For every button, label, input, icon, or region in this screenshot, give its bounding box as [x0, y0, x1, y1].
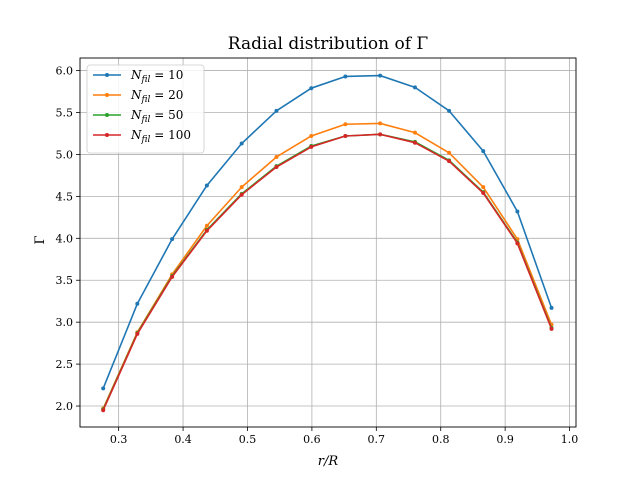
data-point	[412, 85, 417, 90]
data-point	[378, 73, 383, 78]
x-tick-label: 0.7	[368, 433, 386, 446]
data-point	[481, 149, 486, 154]
series-layer	[101, 73, 554, 413]
x-axis-label: r/R	[318, 454, 339, 469]
data-point	[239, 192, 244, 197]
legend-item: Nfil = 20	[93, 88, 183, 105]
data-point	[549, 326, 554, 331]
data-point	[481, 191, 486, 196]
legend-item: Nfil = 100	[93, 128, 191, 145]
data-point	[549, 305, 554, 310]
legend-label-sub: fil	[141, 115, 151, 125]
data-point	[274, 108, 279, 113]
data-point	[170, 274, 175, 279]
data-point	[274, 165, 279, 170]
data-point	[343, 133, 348, 138]
data-point	[309, 144, 314, 149]
data-point	[378, 121, 383, 126]
x-tick-label: 0.6	[303, 433, 321, 446]
series-4	[101, 132, 554, 413]
y-tick-label: 2.0	[56, 400, 74, 413]
chart-title: Radial distribution of Γ	[228, 34, 429, 54]
y-tick-label: 5.5	[56, 107, 74, 120]
legend-label-value: = 50	[150, 108, 183, 122]
legend-marker	[105, 93, 109, 97]
legend-label-main: N	[130, 88, 142, 102]
data-point	[481, 185, 486, 190]
y-tick-label: 4.0	[56, 232, 74, 245]
data-point	[447, 159, 452, 164]
data-point	[101, 386, 106, 391]
series-1	[101, 73, 554, 391]
series-line	[102, 122, 553, 409]
data-point	[378, 132, 383, 137]
plot-frame	[79, 57, 577, 428]
y-tick-label: 6.0	[56, 65, 74, 78]
legend-box	[86, 64, 205, 154]
grid	[80, 58, 576, 427]
legend-label-main: N	[130, 128, 142, 142]
legend-marker	[105, 113, 109, 117]
data-point	[309, 86, 314, 91]
legend-marker	[105, 73, 109, 77]
legend-label-value: = 10	[150, 68, 183, 82]
y-axis: 2.0 2.5 3.0 3.5 4.0 4.5 5.0 5.5 6.0	[56, 65, 80, 413]
legend-label: Nfil = 10	[130, 68, 183, 85]
data-point	[239, 141, 244, 146]
legend-label: Nfil = 20	[130, 88, 183, 105]
data-point	[170, 237, 175, 242]
data-point	[343, 122, 348, 127]
data-point	[274, 154, 279, 159]
legend-label-sub: fil	[141, 95, 151, 105]
legend-label-sub: fil	[141, 75, 151, 85]
data-point	[239, 185, 244, 190]
y-tick-label: 4.5	[56, 190, 74, 203]
series-line	[102, 133, 553, 411]
x-tick-label: 0.8	[432, 433, 450, 446]
legend-marker	[105, 133, 109, 137]
legend-label-main: N	[130, 108, 142, 122]
legend-label-value: = 20	[150, 88, 183, 102]
legend-label-main: N	[130, 68, 142, 82]
legend-item: Nfil = 50	[93, 108, 183, 125]
data-point	[101, 408, 106, 413]
data-point	[135, 331, 140, 336]
legend-label: Nfil = 50	[130, 108, 183, 125]
data-point	[515, 209, 520, 214]
data-point	[135, 301, 140, 306]
legend-label-sub: fil	[141, 135, 151, 145]
data-point	[412, 140, 417, 145]
data-point	[515, 241, 520, 246]
data-point	[204, 228, 209, 233]
data-point	[447, 108, 452, 113]
y-tick-label: 3.0	[56, 316, 74, 329]
data-point	[343, 74, 348, 79]
data-point	[447, 150, 452, 155]
legend-item: Nfil = 10	[93, 68, 183, 85]
series-line	[102, 74, 553, 389]
x-tick-label: 1.0	[561, 433, 579, 446]
y-tick-label: 5.0	[56, 148, 74, 161]
y-axis-label: Γ	[33, 235, 48, 244]
y-tick-label: 2.5	[56, 358, 74, 371]
data-point	[204, 183, 209, 188]
data-point	[204, 223, 209, 228]
legend-label: Nfil = 100	[130, 128, 191, 145]
data-point	[309, 133, 314, 138]
x-axis: 0.3 0.4 0.5 0.6 0.7 0.8 0.9 1.0	[110, 427, 578, 446]
x-tick-label: 0.4	[174, 433, 192, 446]
data-point	[412, 130, 417, 135]
x-tick-label: 0.3	[110, 433, 128, 446]
x-tick-label: 0.5	[239, 433, 257, 446]
y-tick-label: 3.5	[56, 274, 74, 287]
legend-label-value: = 100	[150, 128, 191, 142]
x-tick-label: 0.9	[496, 433, 514, 446]
